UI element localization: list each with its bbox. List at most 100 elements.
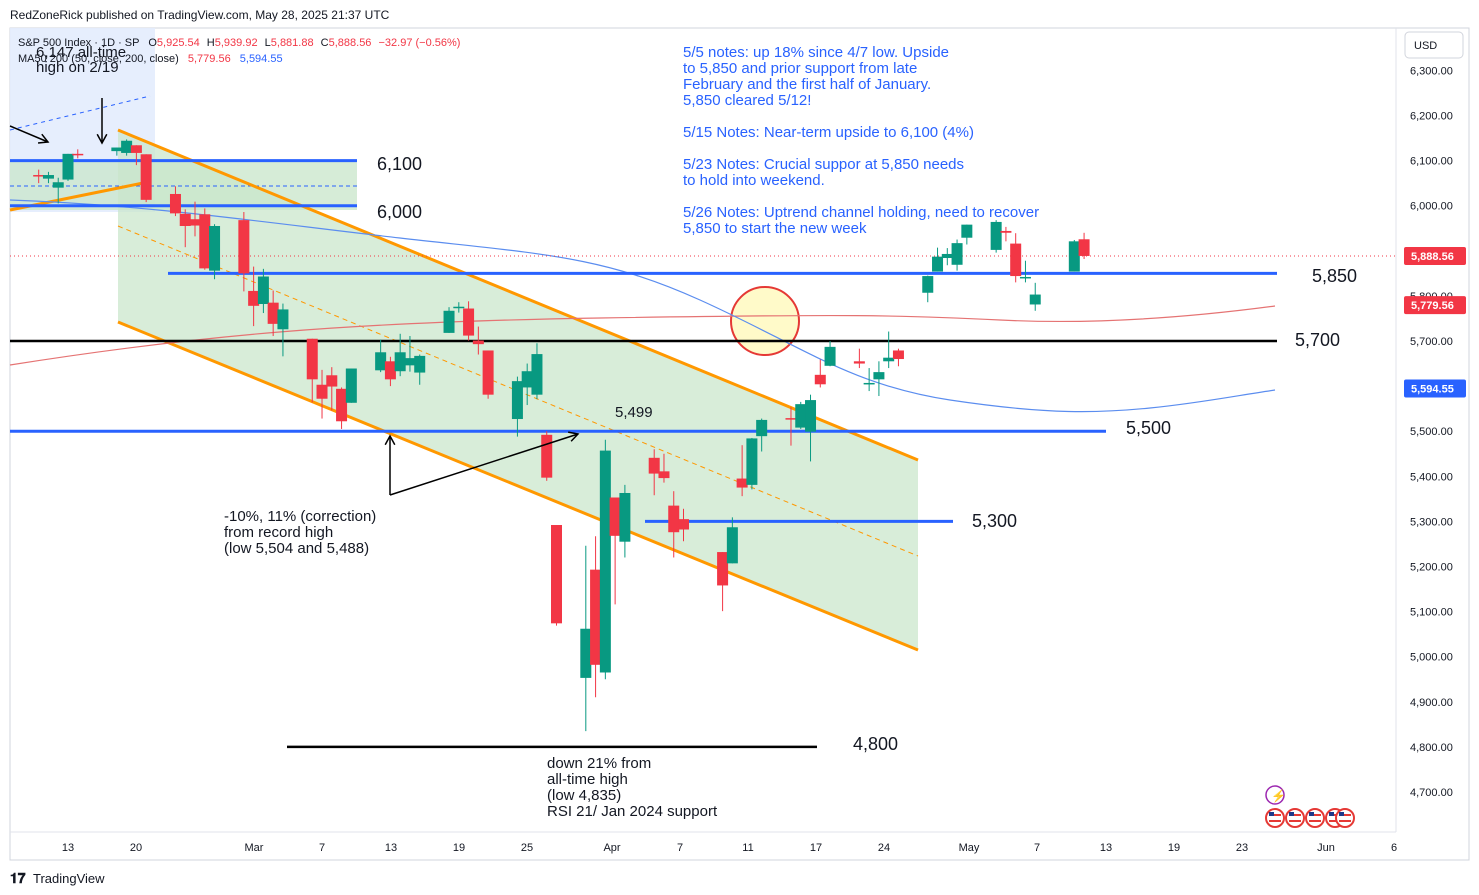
candle-body[interactable]: [189, 219, 201, 226]
candle-body[interactable]: [922, 276, 934, 293]
candle-body[interactable]: [814, 374, 826, 385]
candle-body[interactable]: [990, 221, 1002, 250]
candle-body[interactable]: [169, 193, 181, 214]
candle-body[interactable]: [551, 525, 562, 624]
time-tick-label: 13: [62, 842, 74, 854]
us-flag-icon[interactable]: [1265, 808, 1285, 828]
candle-body[interactable]: [756, 419, 768, 437]
us-flag-icon[interactable]: [1285, 808, 1305, 828]
symbol-legend[interactable]: S&P 500 Index · 1D · SP O5,925.54 H5,939…: [18, 37, 460, 65]
time-tick-label: 6: [1391, 842, 1397, 854]
candle-body[interactable]: [1029, 294, 1041, 305]
candle-body[interactable]: [648, 457, 660, 474]
lightning-icon[interactable]: [1265, 785, 1285, 805]
candle-body[interactable]: [941, 253, 953, 259]
candle-body[interactable]: [619, 492, 631, 542]
candle-body[interactable]: [873, 372, 885, 380]
candle-body[interactable]: [345, 368, 357, 403]
candle-body[interactable]: [824, 346, 836, 366]
change-value: −32.97 (−0.56%): [379, 37, 461, 49]
candle-body[interactable]: [375, 352, 387, 371]
candle-body[interactable]: [521, 371, 533, 388]
price-axis[interactable]: 6,300.006,200.006,100.006,000.005,900.00…: [1404, 65, 1466, 799]
candle-body[interactable]: [336, 388, 348, 422]
candle-body[interactable]: [33, 175, 45, 177]
candle-body[interactable]: [932, 256, 944, 272]
candle-body[interactable]: [580, 628, 592, 678]
candle-body[interactable]: [42, 175, 54, 179]
candle-body[interactable]: [414, 355, 426, 373]
candle-body[interactable]: [736, 478, 748, 488]
candle-body[interactable]: [951, 243, 963, 265]
candle-body[interactable]: [609, 497, 621, 536]
candle-body[interactable]: [1010, 243, 1022, 277]
candle-body[interactable]: [404, 358, 416, 366]
candle-body[interactable]: [658, 471, 670, 479]
candle-body[interactable]: [678, 519, 690, 530]
candle-body[interactable]: [717, 552, 729, 586]
candle-body[interactable]: [130, 145, 142, 153]
us-flag-icon[interactable]: [1335, 808, 1355, 828]
indicator-icons[interactable]: ⚡: [1265, 785, 1355, 828]
candle-body[interactable]: [805, 400, 817, 432]
candle-body[interactable]: [277, 309, 289, 330]
us-flag-icon[interactable]: [1305, 808, 1325, 828]
candle-body[interactable]: [795, 404, 807, 428]
ma-legend-label: MA50 200 (50, close, 200, close): [18, 53, 179, 65]
candle-body[interactable]: [599, 450, 611, 673]
time-axis[interactable]: 13 20 Mar 7 13 19 25 Apr 7 11 17 24 May 7 13 19 23 Jun 6: [62, 842, 1397, 854]
candle-body[interactable]: [785, 418, 797, 420]
candle-body[interactable]: [511, 381, 523, 420]
candle-body[interactable]: [1019, 276, 1031, 279]
candle-body[interactable]: [472, 340, 484, 345]
time-tick-label: 19: [1168, 842, 1180, 854]
candle-body[interactable]: [443, 310, 455, 333]
candle-body[interactable]: [883, 357, 895, 362]
candle-body[interactable]: [316, 384, 328, 399]
candle-body[interactable]: [531, 354, 543, 395]
channel-upper-line: [117, 128, 919, 462]
candle-body[interactable]: [746, 438, 758, 485]
candle-body[interactable]: [62, 153, 74, 180]
candle-body[interactable]: [267, 302, 279, 324]
candle-body[interactable]: [541, 434, 553, 478]
candle-body[interactable]: [726, 527, 738, 564]
last-price-value: 5,888.56: [1411, 251, 1454, 263]
candle-body[interactable]: [863, 382, 875, 385]
candle-body[interactable]: [72, 153, 84, 156]
currency-button[interactable]: USD: [1404, 31, 1464, 59]
annotation-line: to 5,850 and prior support from late: [683, 60, 917, 77]
candle-body[interactable]: [1000, 230, 1012, 233]
candle-body[interactable]: [482, 350, 494, 395]
candle-body[interactable]: [1078, 239, 1090, 256]
candle-body[interactable]: [248, 290, 260, 306]
candle-body[interactable]: [1068, 241, 1080, 272]
candle-body[interactable]: [111, 147, 123, 152]
candle-body[interactable]: [892, 350, 904, 360]
ma200-line: [9, 305, 1276, 366]
candle-body[interactable]: [306, 338, 318, 380]
candle-body[interactable]: [179, 213, 191, 226]
tradingview-logo[interactable]: 𝟏𝟕 TradingView: [10, 870, 105, 886]
annotation-line: 5/15 Notes: Near-term upside to 6,100 (4…: [683, 124, 974, 141]
candle-body[interactable]: [52, 182, 64, 188]
candle-body[interactable]: [257, 276, 269, 305]
candle-body[interactable]: [238, 220, 250, 274]
candle-body[interactable]: [384, 361, 396, 380]
candle-body[interactable]: [140, 154, 152, 200]
close-value: 5,888.56: [329, 37, 372, 49]
us-flag-icons[interactable]: [1265, 808, 1355, 828]
candle-body[interactable]: [209, 225, 221, 271]
candle-body[interactable]: [199, 214, 211, 269]
candle-body[interactable]: [394, 352, 406, 372]
candle-body[interactable]: [590, 569, 602, 665]
candle-body[interactable]: [453, 306, 465, 309]
candlestick-series[interactable]: [33, 139, 1090, 732]
candle-body[interactable]: [961, 224, 973, 238]
candle-body[interactable]: [463, 308, 475, 336]
candle-body[interactable]: [853, 361, 865, 364]
candle-body[interactable]: [121, 140, 133, 153]
candle-body[interactable]: [326, 375, 338, 387]
candle-body[interactable]: [668, 505, 680, 533]
